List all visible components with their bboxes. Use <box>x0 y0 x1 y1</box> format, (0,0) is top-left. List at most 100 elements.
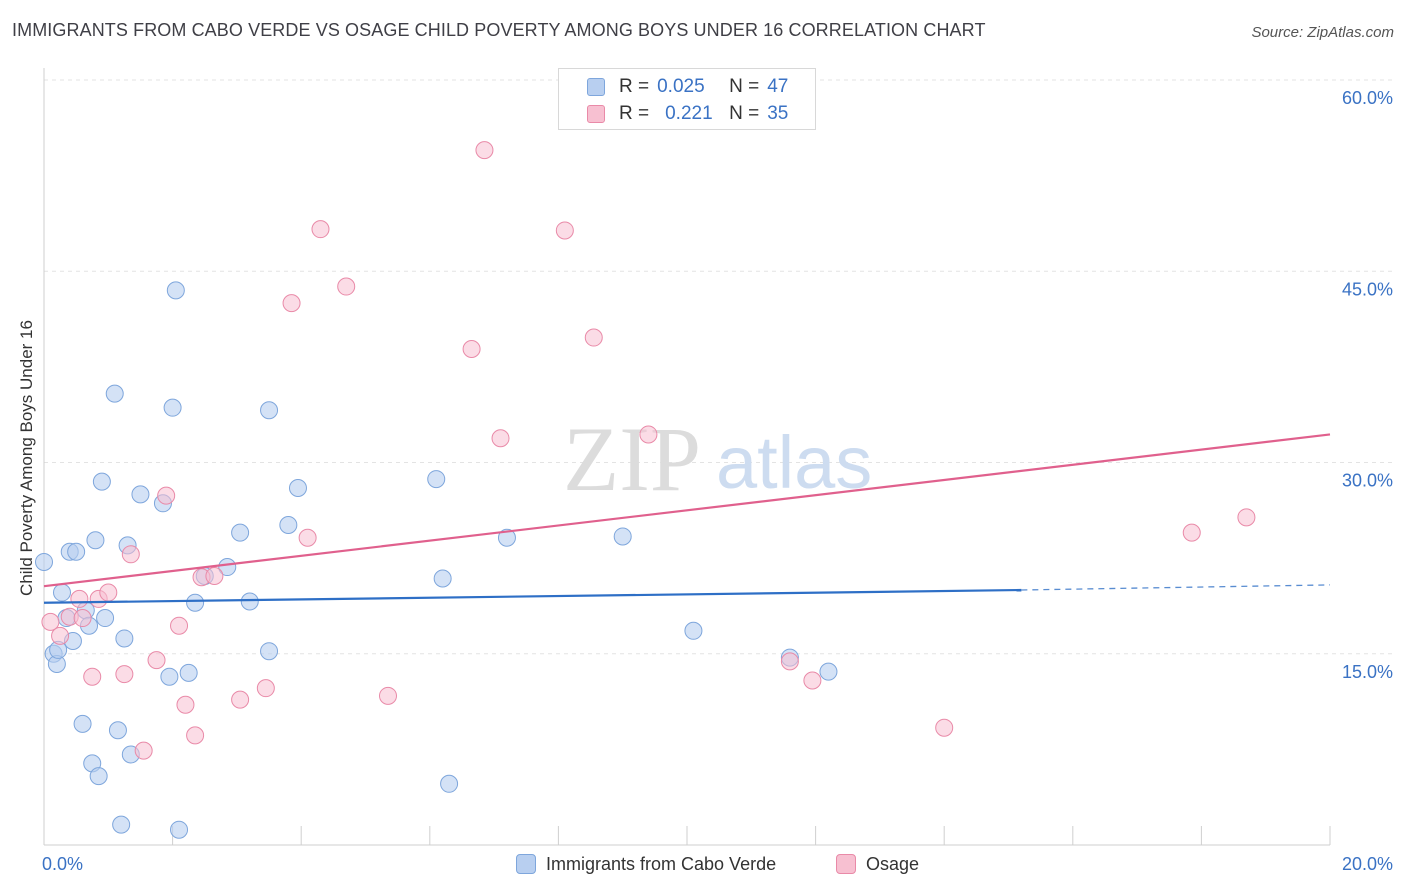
point-cabo-verde <box>240 592 259 611</box>
trend-line-cabo-verde-extension <box>1021 584 1331 591</box>
point-osage <box>147 651 166 670</box>
source-label: Source: ZipAtlas.com <box>1251 24 1394 41</box>
point-osage <box>205 566 224 585</box>
bottom-legend-cabo-verde: Immigrants from Cabo Verde <box>516 852 776 876</box>
point-osage <box>157 486 176 505</box>
point-osage <box>99 583 118 602</box>
correlation-legend: R = 0.025 N = 47 R = 0.221 N = 35 <box>558 68 816 130</box>
point-osage <box>780 652 799 671</box>
point-cabo-verde <box>108 721 127 740</box>
point-cabo-verde <box>53 583 72 602</box>
point-cabo-verde <box>684 621 703 640</box>
bottom-legend-label: Osage <box>866 853 920 874</box>
trend-line-cabo-verde <box>43 588 1022 604</box>
legend-swatch-blue <box>587 78 605 96</box>
point-cabo-verde <box>131 485 150 504</box>
point-cabo-verde <box>35 552 53 571</box>
point-osage <box>462 340 481 359</box>
point-cabo-verde <box>279 515 298 534</box>
point-osage <box>121 545 140 564</box>
point-osage <box>555 221 574 240</box>
point-cabo-verde <box>260 401 279 420</box>
point-cabo-verde <box>440 774 459 793</box>
legend-n-label: N = <box>729 103 760 124</box>
chart-title: IMMIGRANTS FROM CABO VERDE VS OSAGE CHIL… <box>12 20 986 40</box>
x-tick-label: 0.0% <box>42 854 83 874</box>
watermark: ZIP atlas <box>563 408 872 510</box>
point-osage <box>584 328 603 347</box>
point-osage <box>935 718 954 737</box>
bottom-legend-swatch-blue <box>516 854 536 874</box>
point-cabo-verde <box>92 472 111 491</box>
point-cabo-verde <box>163 398 182 417</box>
legend-r-label: R = <box>619 103 650 124</box>
point-cabo-verde <box>166 281 185 300</box>
trend-line-osage <box>43 433 1331 588</box>
point-osage <box>639 425 658 444</box>
legend-n-value: 47 <box>767 76 789 97</box>
point-cabo-verde <box>218 558 237 577</box>
series-osage-points <box>41 141 1256 760</box>
point-osage <box>176 695 195 714</box>
point-osage <box>70 589 89 608</box>
point-cabo-verde <box>433 569 452 588</box>
point-osage <box>41 612 60 631</box>
point-cabo-verde <box>613 527 632 546</box>
point-osage <box>1237 508 1256 527</box>
point-osage <box>298 528 317 547</box>
point-cabo-verde <box>288 479 307 497</box>
point-osage <box>337 277 356 296</box>
point-cabo-verde <box>112 815 131 834</box>
y-tick-label: 15.0% <box>1342 662 1393 682</box>
legend-r-value: 0.221 <box>665 103 713 124</box>
point-osage <box>803 671 822 690</box>
y-axis-label: Child Poverty Among Boys Under 16 <box>17 320 36 596</box>
legend-r-value: 0.025 <box>657 76 705 97</box>
point-cabo-verde <box>67 542 86 561</box>
y-tick-label: 60.0% <box>1342 88 1393 108</box>
point-osage <box>73 609 92 628</box>
bottom-legend-swatch-pink <box>836 854 856 874</box>
point-osage <box>475 141 494 160</box>
bottom-legend-osage: Osage <box>836 852 919 876</box>
point-cabo-verde <box>260 642 279 661</box>
bottom-legend-label: Immigrants from Cabo Verde <box>546 853 777 874</box>
point-cabo-verde <box>186 593 205 612</box>
point-osage <box>231 690 250 709</box>
point-cabo-verde <box>427 470 446 489</box>
y-tick-label: 45.0% <box>1342 279 1393 299</box>
point-cabo-verde <box>73 714 92 733</box>
point-osage <box>134 741 153 760</box>
point-cabo-verde <box>86 531 105 550</box>
point-cabo-verde <box>96 609 115 628</box>
point-osage <box>379 686 398 705</box>
trend-lines <box>43 433 1331 604</box>
point-cabo-verde <box>160 667 179 686</box>
watermark-atlas: atlas <box>716 421 872 504</box>
point-osage <box>186 726 205 745</box>
tick-labels: 15.0% 30.0% 45.0% 60.0% 0.0% 20.0% <box>42 88 1393 874</box>
legend-swatch-pink <box>587 105 605 123</box>
point-osage <box>51 626 70 645</box>
point-cabo-verde <box>105 384 124 403</box>
legend-row-cabo-verde: R = 0.025 N = 47 <box>587 74 788 100</box>
point-osage <box>282 294 301 313</box>
point-osage <box>1182 523 1201 542</box>
legend-row-osage: R = 0.221 N = 35 <box>587 101 788 127</box>
point-cabo-verde <box>231 523 250 542</box>
point-osage <box>115 665 134 684</box>
point-cabo-verde <box>89 767 108 786</box>
point-cabo-verde <box>497 528 516 547</box>
point-osage <box>311 220 330 239</box>
point-osage <box>256 679 275 698</box>
watermark-zip: ZIP <box>563 408 701 510</box>
x-tick-label: 20.0% <box>1342 854 1393 874</box>
series-cabo-verde-points <box>35 281 838 839</box>
point-osage <box>83 667 102 686</box>
point-osage <box>170 616 189 635</box>
legend-r-label: R = <box>619 76 650 97</box>
point-cabo-verde <box>819 662 838 681</box>
point-cabo-verde <box>115 629 134 648</box>
point-cabo-verde <box>170 820 189 839</box>
